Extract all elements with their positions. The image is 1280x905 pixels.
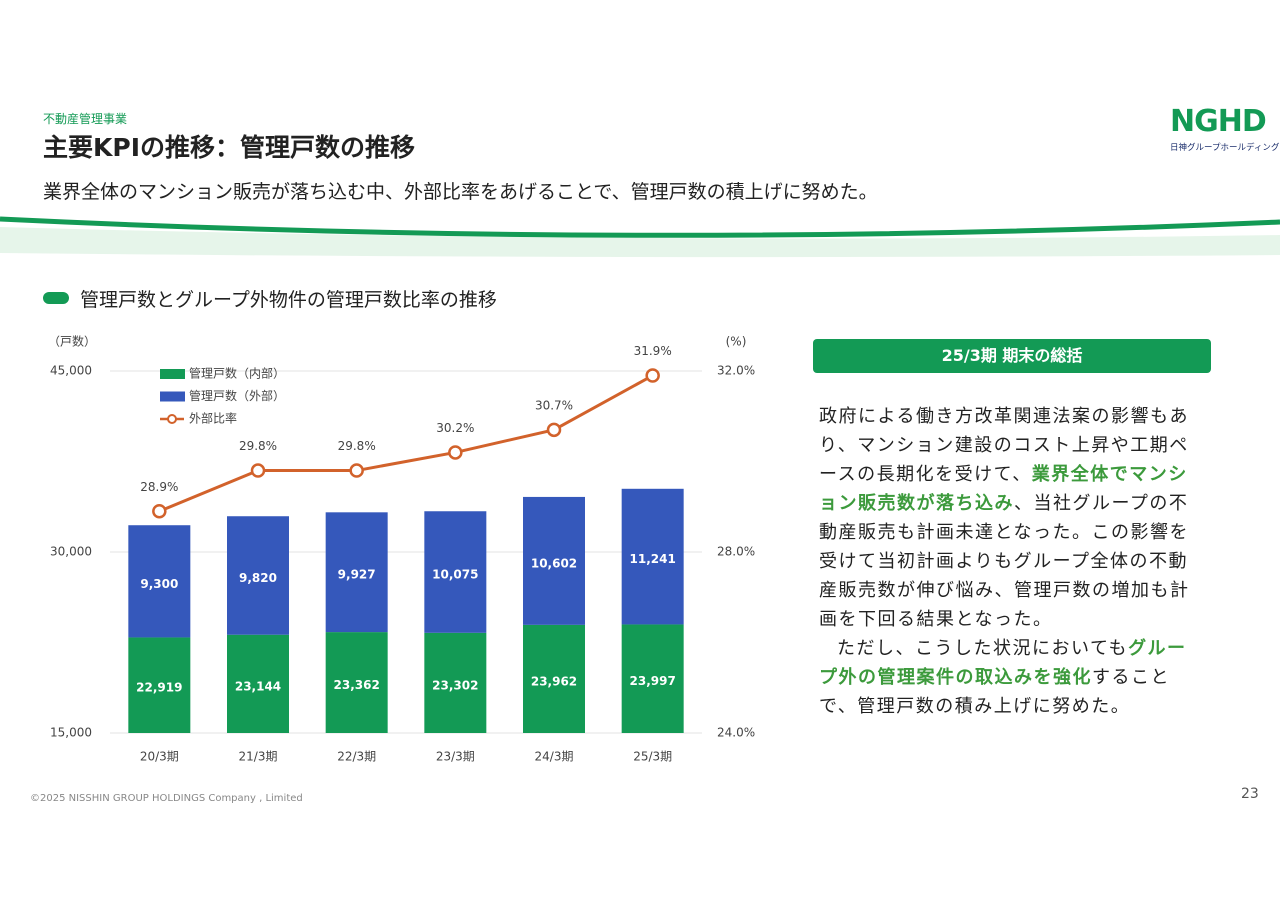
chart-title: 管理戸数とグループ外物件の管理戸数比率の推移 bbox=[80, 289, 497, 311]
legend-label: 管理戸数（内部） bbox=[189, 366, 285, 381]
bar bbox=[424, 511, 487, 633]
summary-paragraph: ただし、こうした状況においてもグループ外の管理案件の取込みを強化することで、管理… bbox=[819, 634, 1199, 721]
bar-value-label: 23,302 bbox=[432, 678, 478, 692]
divider bbox=[0, 216, 1280, 258]
bar-value-label: 9,820 bbox=[239, 571, 277, 585]
y2-tick-label: 24.0% bbox=[717, 726, 755, 740]
summary-highlight: 業界全体でマンション販売数が落ち込み bbox=[819, 464, 1188, 514]
logo-sub: 日神グループホールディングス bbox=[1170, 143, 1280, 153]
bar bbox=[325, 512, 388, 633]
bar bbox=[325, 632, 388, 733]
summary-text-run: 、当社グループの不動産販売も計画未達となった。この影響を受けて当初計画よりもグル… bbox=[819, 493, 1190, 630]
bar-value-label: 23,144 bbox=[235, 679, 281, 693]
summary-highlight: グループ外の管理案件の取込みを強化 bbox=[819, 638, 1187, 688]
legend-marker bbox=[167, 414, 177, 424]
page-number: 23 bbox=[1241, 786, 1259, 802]
bar-value-label: 10,075 bbox=[432, 568, 478, 582]
summary-text-run: 政府による働き方改革関連法案の影響もあり、マンション建設のコスト上昇や工期ペース… bbox=[819, 406, 1189, 485]
chart: （戸数） (%) 15,000 30,000 45,000 24.0% 28.0% 32.… bbox=[48, 334, 755, 764]
y-tick-label: 15,000 bbox=[50, 726, 92, 740]
line-marker bbox=[349, 463, 364, 478]
line-value-label: 29.8% bbox=[239, 439, 277, 453]
line-value-label: 31.9% bbox=[634, 344, 672, 358]
divider-band bbox=[0, 227, 1280, 258]
divider-line bbox=[0, 216, 1280, 238]
line-value-label: 29.8% bbox=[338, 439, 376, 453]
y-tick-label: 30,000 bbox=[50, 545, 92, 559]
summary-text-run: ただし、こうした状況においても bbox=[837, 638, 1129, 659]
y-tick-label: 45,000 bbox=[50, 364, 92, 378]
bar-value-label: 23,362 bbox=[334, 678, 380, 692]
x-tick-label: 21/3期 bbox=[239, 750, 278, 764]
category: 不動産管理事業 bbox=[43, 112, 128, 126]
x-tick-label: 25/3期 bbox=[633, 750, 672, 764]
line-marker bbox=[448, 445, 463, 460]
line-value-label: 30.2% bbox=[436, 421, 474, 435]
bar-value-label: 11,241 bbox=[630, 552, 676, 566]
bar-value-label: 22,919 bbox=[136, 681, 182, 695]
summary-text: 政府による働き方改革関連法案の影響もあり、マンション建設のコスト上昇や工期ペース… bbox=[819, 402, 1199, 721]
bar bbox=[128, 525, 191, 638]
copyright: ©2025 NISSHIN GROUP HOLDINGS Company , L… bbox=[30, 793, 303, 804]
line-marker bbox=[546, 422, 562, 438]
title-icon bbox=[43, 292, 69, 304]
y2-axis-title: (%) bbox=[726, 335, 747, 349]
bar-value-label: 9,300 bbox=[140, 577, 178, 591]
subtitle: 業界全体のマンション販売が落ち込む中、外部比率をあげることで、管理戸数の積上げに… bbox=[43, 181, 878, 203]
summary-paragraph: 政府による働き方改革関連法案の影響もあり、マンション建設のコスト上昇や工期ペース… bbox=[819, 402, 1199, 634]
summary-text-run: することで、管理戸数の積み上げに努めた。 bbox=[819, 667, 1170, 717]
bar bbox=[523, 496, 585, 625]
bar bbox=[227, 516, 289, 635]
page-title: 主要KPIの推移：管理戸数の推移 bbox=[43, 133, 415, 162]
bar-value-label: 23,962 bbox=[531, 674, 577, 688]
x-tick-label: 20/3期 bbox=[140, 750, 179, 764]
y-axis-title: （戸数） bbox=[48, 334, 96, 349]
legend-label: 管理戸数（外部） bbox=[189, 388, 285, 403]
y2-tick-label: 32.0% bbox=[717, 364, 755, 378]
line-marker bbox=[152, 504, 167, 519]
line-value-label: 28.9% bbox=[140, 480, 178, 494]
x-tick-label: 23/3期 bbox=[436, 750, 475, 764]
legend-swatch bbox=[160, 391, 185, 402]
x-tick-label: 22/3期 bbox=[337, 750, 376, 764]
summary-title: 25/3期 期末の総括 bbox=[813, 339, 1211, 373]
y2-tick-label: 28.0% bbox=[717, 545, 755, 559]
line-marker bbox=[250, 463, 266, 478]
bar bbox=[227, 634, 289, 733]
bar bbox=[128, 637, 191, 733]
legend-label: 外部比率 bbox=[189, 411, 237, 426]
bar-value-label: 9,927 bbox=[338, 568, 376, 582]
legend-swatch bbox=[160, 369, 185, 379]
bar bbox=[621, 488, 684, 625]
line-value-label: 30.7% bbox=[535, 398, 573, 412]
bar bbox=[424, 632, 487, 733]
line-marker bbox=[645, 368, 660, 383]
x-tick-label: 24/3期 bbox=[535, 750, 574, 764]
line bbox=[158, 374, 654, 513]
bar-value-label: 23,997 bbox=[630, 674, 676, 688]
bar-value-label: 10,602 bbox=[531, 556, 577, 570]
logo: NGHD bbox=[1170, 104, 1267, 139]
bar bbox=[523, 624, 585, 733]
bar bbox=[621, 624, 684, 733]
